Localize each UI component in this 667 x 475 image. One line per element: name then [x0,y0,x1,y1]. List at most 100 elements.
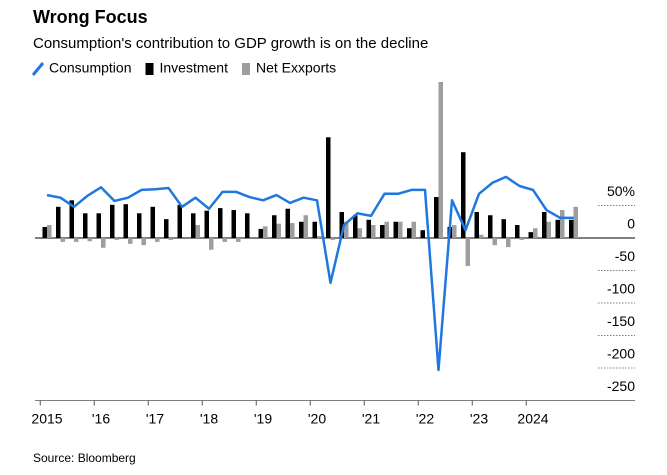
bar [492,238,497,246]
legend-label: Net Exxports [256,60,336,76]
x-tick-label: '16 [92,411,110,427]
x-tick-label: '23 [470,411,488,427]
bar [128,238,133,244]
bar [276,223,281,238]
bar [195,225,200,238]
bar [380,225,385,238]
legend-swatch [145,63,154,75]
y-tick-label: -200 [607,346,635,362]
bar [42,226,47,238]
bar [434,197,439,238]
chart-subtitle: Consumption's contribution to GDP growth… [33,35,428,52]
bar [326,137,331,238]
bar [465,238,470,266]
bar [272,215,277,238]
bar [488,215,493,238]
bar [164,219,169,238]
bar [110,204,115,238]
bar [231,210,236,238]
legend-swatch [241,63,250,75]
bar [69,200,74,238]
legend-swatch [31,62,45,76]
y-tick-label: -100 [607,281,635,297]
bar [438,82,443,238]
bar [299,221,304,238]
bar [245,213,250,238]
bar [420,230,425,238]
bar [519,238,524,240]
bar [155,238,160,242]
bar [506,238,511,248]
bar [542,212,547,238]
bar [290,223,295,238]
bar [150,206,155,238]
bar [501,219,506,238]
bar [191,213,196,238]
bar [330,238,335,240]
y-tick-label: -50 [615,248,635,264]
x-tick-label: '20 [308,411,326,427]
bar [357,228,362,238]
bar [204,210,209,238]
y-tick-label: -250 [607,378,635,394]
chart-title: Wrong Focus [33,7,148,27]
bar [236,238,241,242]
bar [47,225,52,238]
bar [312,221,317,238]
bar [222,238,227,242]
bar [137,213,142,238]
bar [74,238,79,242]
bar [569,219,574,238]
bar [452,225,457,238]
bar [83,213,88,238]
x-tick-label: '19 [254,411,272,427]
bar [560,210,565,238]
x-tick-label: '22 [416,411,434,427]
bar [353,215,358,238]
x-tick-label: '17 [146,411,164,427]
bar [533,228,538,238]
legend-label: Consumption [49,60,132,76]
y-tick-label: 0 [627,216,635,232]
bar [411,221,416,238]
bar [474,212,479,238]
source: Source: Bloomberg [33,451,136,465]
legend-label: Investment [160,60,229,76]
bar [96,213,101,238]
bar [546,221,551,238]
bar [407,228,412,238]
bar [366,219,371,238]
bar [339,212,344,238]
x-tick-label: 2024 [517,411,548,427]
bar [344,221,349,238]
bar [393,221,398,238]
y-tick-label: 50% [607,183,635,199]
bar [285,208,290,238]
x-tick-label: '18 [200,411,218,427]
bar [87,238,92,242]
x-tick-label: 2015 [31,411,62,427]
bar [209,238,214,250]
bar [573,206,578,238]
bar [384,221,389,238]
bar [317,236,322,238]
bar [114,238,119,240]
y-tick-label: -150 [607,313,635,329]
bar [515,225,520,238]
bar [123,204,128,238]
bar [101,238,106,248]
line [46,175,574,372]
bar [371,225,376,238]
bar [177,204,182,238]
bar [258,228,263,238]
bar [461,152,466,238]
bar [303,215,308,238]
bar [56,206,61,238]
bar [263,226,268,238]
bar [479,234,484,238]
bar [60,238,65,242]
bar [528,232,533,238]
bar [141,238,146,246]
bar [218,208,223,238]
